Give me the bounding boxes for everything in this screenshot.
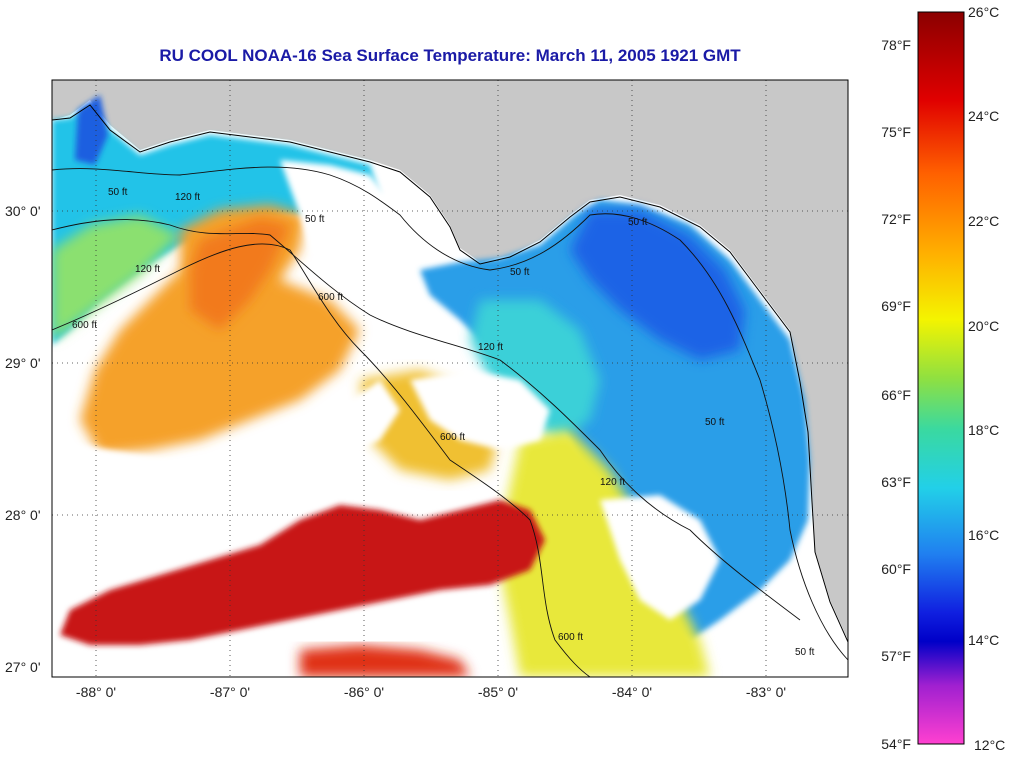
- contour-label: 50 ft: [305, 214, 325, 225]
- lat-axis: 30° 0' 29° 0' 28° 0' 27° 0': [5, 203, 41, 675]
- colorbar-f-label: 78°F: [881, 37, 911, 53]
- colorbar-c-label: 26°C: [968, 4, 999, 20]
- depth-contours: [52, 166, 848, 677]
- land-mass: [52, 80, 848, 640]
- cloud-mask-3: [410, 370, 550, 450]
- sst-hot-loop: [60, 500, 545, 645]
- contour-120ft: [52, 219, 801, 621]
- colorbar-f-label: 54°F: [881, 736, 911, 752]
- contour-label: 600 ft: [440, 432, 465, 443]
- contour-600ft: [52, 243, 591, 677]
- contour-50ft: [52, 166, 848, 661]
- lon-tick-label: -85° 0': [478, 684, 518, 700]
- sst-cyan-east: [470, 300, 600, 440]
- lat-tick-label: 28° 0': [5, 507, 41, 523]
- cloud-mask-2: [280, 160, 410, 290]
- sst-cold-bay: [75, 95, 108, 165]
- lon-tick-label: -86° 0': [344, 684, 384, 700]
- contour-label: 600 ft: [318, 292, 343, 303]
- colorbar-c-label: 24°C: [968, 108, 999, 124]
- contour-label: 50 ft: [705, 417, 725, 428]
- lon-axis: -88° 0' -87° 0' -86° 0' -85° 0' -84° 0' …: [76, 684, 786, 700]
- contour-label: 600 ft: [558, 632, 583, 643]
- colorbar-f-label: 60°F: [881, 561, 911, 577]
- lat-tick-label: 30° 0': [5, 203, 41, 219]
- colorbar-f-label: 66°F: [881, 387, 911, 403]
- colorbar: 78°F 75°F 72°F 69°F 66°F 63°F 60°F 57°F …: [881, 4, 1005, 753]
- colorbar-f-label: 57°F: [881, 648, 911, 664]
- colorbar-gradient: [917, 11, 965, 745]
- sst-map: 50 ft 120 ft 600 ft 50 ft 120 ft 600 ft …: [52, 80, 848, 677]
- contour-label: 120 ft: [175, 192, 200, 203]
- lon-tick-label: -87° 0': [210, 684, 250, 700]
- sst-mild-west: [52, 215, 180, 340]
- contour-label: 120 ft: [478, 342, 503, 353]
- colorbar-f-label: 69°F: [881, 298, 911, 314]
- cloud-mask-4: [600, 495, 720, 620]
- contour-label: 600 ft: [72, 320, 97, 331]
- map-frame: [51, 79, 849, 678]
- sst-warm-core: [190, 218, 290, 330]
- contour-label: 50 ft: [795, 647, 815, 658]
- contour-label: 120 ft: [135, 264, 160, 275]
- colorbar-f-label: 63°F: [881, 474, 911, 490]
- cloud-mask-1: [52, 380, 400, 600]
- contour-label: 120 ft: [600, 477, 625, 488]
- contour-label: 50 ft: [510, 267, 530, 278]
- coastline: [52, 104, 848, 643]
- colorbar-c-label: 14°C: [968, 632, 999, 648]
- map-title: RU COOL NOAA-16 Sea Surface Temperature:…: [159, 46, 741, 65]
- colorbar-f-label: 75°F: [881, 124, 911, 140]
- sst-mild-south: [500, 430, 710, 677]
- contour-label: 50 ft: [628, 217, 648, 228]
- lon-tick-label: -88° 0': [76, 684, 116, 700]
- lon-tick-label: -83° 0': [746, 684, 786, 700]
- colorbar-c-label: 22°C: [968, 213, 999, 229]
- colorbar-c-label: 16°C: [968, 527, 999, 543]
- sst-cold-east: [570, 210, 745, 360]
- colorbar-c-label: 20°C: [968, 318, 999, 334]
- contour-labels: 50 ft 120 ft 600 ft 50 ft 120 ft 600 ft …: [72, 187, 815, 658]
- lat-tick-label: 27° 0': [5, 659, 41, 675]
- colorbar-f-label: 72°F: [881, 211, 911, 227]
- lat-tick-label: 29° 0': [5, 355, 41, 371]
- contour-label: 50 ft: [108, 187, 128, 198]
- sst-hot-edge: [300, 645, 470, 677]
- colorbar-c-label: 12°C: [974, 737, 1005, 753]
- colorbar-c-label: 18°C: [968, 422, 999, 438]
- lon-tick-label: -84° 0': [612, 684, 652, 700]
